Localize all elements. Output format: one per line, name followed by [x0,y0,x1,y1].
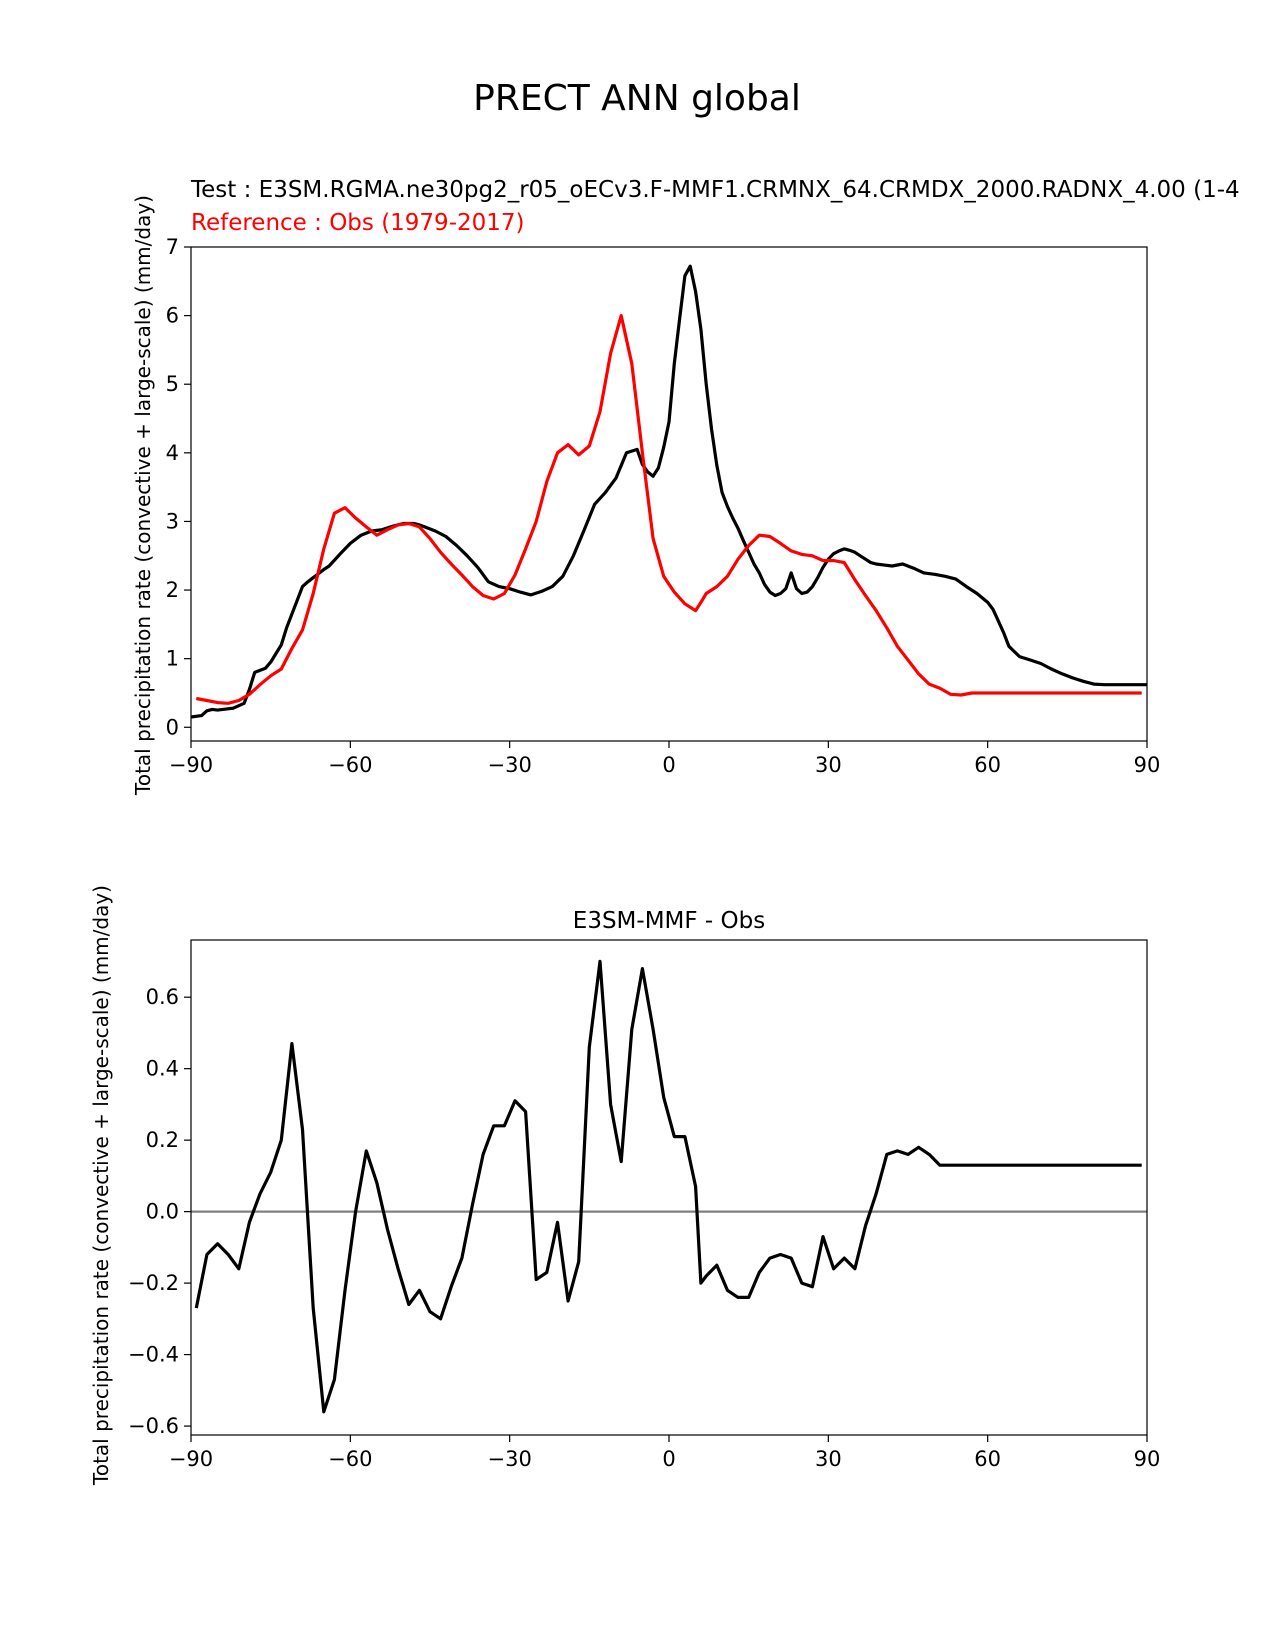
bottom-chart-title: E3SM-MMF - Obs [573,908,765,934]
bottom-chart-panel: E3SM-MMF - Obs Total precipitation rate … [89,885,1160,1486]
top-y-tick-label: 7 [166,235,179,259]
top-series-line-1 [196,314,1142,705]
top-series-line-0 [190,264,1147,719]
bottom-y-tick-label: 0.2 [146,1128,179,1152]
top-x-tick-label: −90 [169,753,213,777]
top-chart-frame [190,246,1148,742]
bottom-x-tick-label: −90 [169,1447,213,1471]
top-x-tick-label: 90 [1134,753,1161,777]
top-y-tick-label: 3 [166,509,179,533]
bottom-chart-frame [190,939,1148,1436]
top-chart-axes: −90 −60 −30 0 30 60 90 0 1 2 3 4 5 6 7 [166,235,1161,777]
top-y-tick-label: 6 [166,304,179,328]
bottom-x-tick-label: 30 [815,1447,842,1471]
bottom-y-tick-label: 0.4 [146,1057,179,1081]
bottom-y-tick-label: −0.6 [128,1414,179,1438]
top-y-tick-label: 1 [166,647,179,671]
bottom-series-line-0 [194,959,1142,1414]
bottom-y-tick-label: 0.6 [146,985,179,1009]
bottom-y-tick-label: 0.0 [146,1200,179,1224]
top-y-tick-label: 0 [166,715,179,739]
bottom-y-tick-label: −0.2 [128,1271,179,1295]
bottom-y-tick-label: −0.4 [128,1343,179,1367]
bottom-x-tick-label: 0 [662,1447,675,1471]
bottom-chart-axes: −90 −60 −30 0 30 60 90 −0.6 −0.4 −0.2 0.0 0.2 0.4 0.6 [128,985,1160,1471]
bottom-x-tick-label: −60 [328,1447,372,1471]
top-x-tick-label: 30 [815,753,842,777]
top-y-tick-label: 4 [166,441,179,465]
bottom-x-tick-label: 60 [974,1447,1001,1471]
bottom-x-tick-label: −30 [488,1447,532,1471]
top-x-tick-label: −60 [328,753,372,777]
top-chart-test-title: Test : E3SM.RGMA.ne30pg2_r05_oECv3.F-MMF… [190,177,1240,203]
top-x-tick-label: 0 [662,753,675,777]
top-x-tick-label: 60 [974,753,1001,777]
top-chart-series [190,264,1147,719]
top-y-tick-label: 2 [166,578,179,602]
top-chart-reference-title: Reference : Obs (1979-2017) [191,210,525,236]
bottom-chart-series [194,959,1142,1414]
top-y-tick-label: 5 [166,372,179,396]
figure-suptitle: PRECT ANN global [473,78,801,119]
top-x-tick-label: −30 [488,753,532,777]
top-chart-panel: Test : E3SM.RGMA.ne30pg2_r05_oECv3.F-MMF… [131,177,1240,796]
bottom-chart-ylabel: Total precipitation rate (convective + l… [89,885,113,1486]
top-chart-ylabel: Total precipitation rate (convective + l… [131,195,155,796]
bottom-x-tick-label: 90 [1134,1447,1161,1471]
